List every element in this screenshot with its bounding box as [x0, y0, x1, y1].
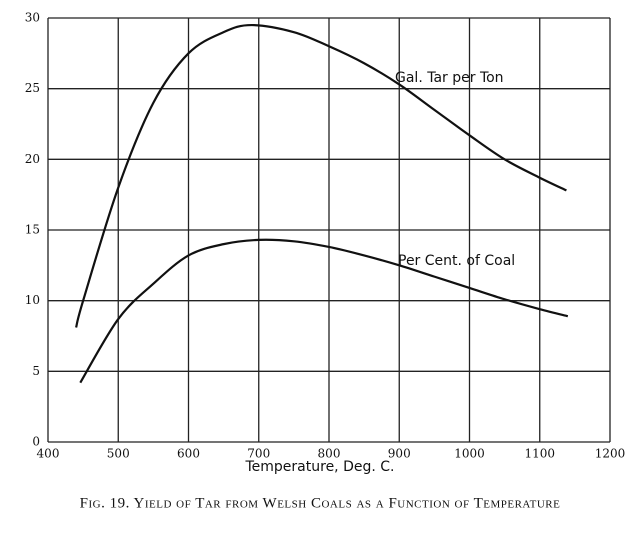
series-label: Gal. Tar per Ton: [395, 70, 504, 86]
x-tick-label: 1200: [595, 447, 626, 461]
x-tick-label: 800: [318, 447, 341, 461]
x-tick-label: 500: [107, 447, 130, 461]
data-line: [79, 238, 569, 384]
x-tick-label: 400: [37, 447, 60, 461]
y-tick-label: 10: [25, 293, 40, 307]
x-tick-label: 900: [388, 447, 411, 461]
data-line: [75, 23, 567, 328]
chart-title: Fig. 19. Yield of Tar from Welsh Coals a…: [80, 495, 561, 511]
x-tick-label: 700: [247, 447, 270, 461]
x-axis-label: Temperature, Deg. C.: [245, 459, 395, 475]
x-tick-label: 1100: [524, 447, 555, 461]
y-tick-label: 25: [25, 81, 40, 95]
x-tick-label: 600: [177, 447, 200, 461]
y-tick-label: 0: [32, 435, 40, 449]
y-tick-label: 30: [25, 11, 40, 25]
x-tick-label: 1000: [454, 447, 485, 461]
y-tick-label: 5: [32, 364, 40, 378]
series-label: Per Cent. of Coal: [398, 253, 515, 269]
y-tick-label: 15: [25, 223, 40, 237]
y-tick-label: 20: [25, 152, 40, 166]
